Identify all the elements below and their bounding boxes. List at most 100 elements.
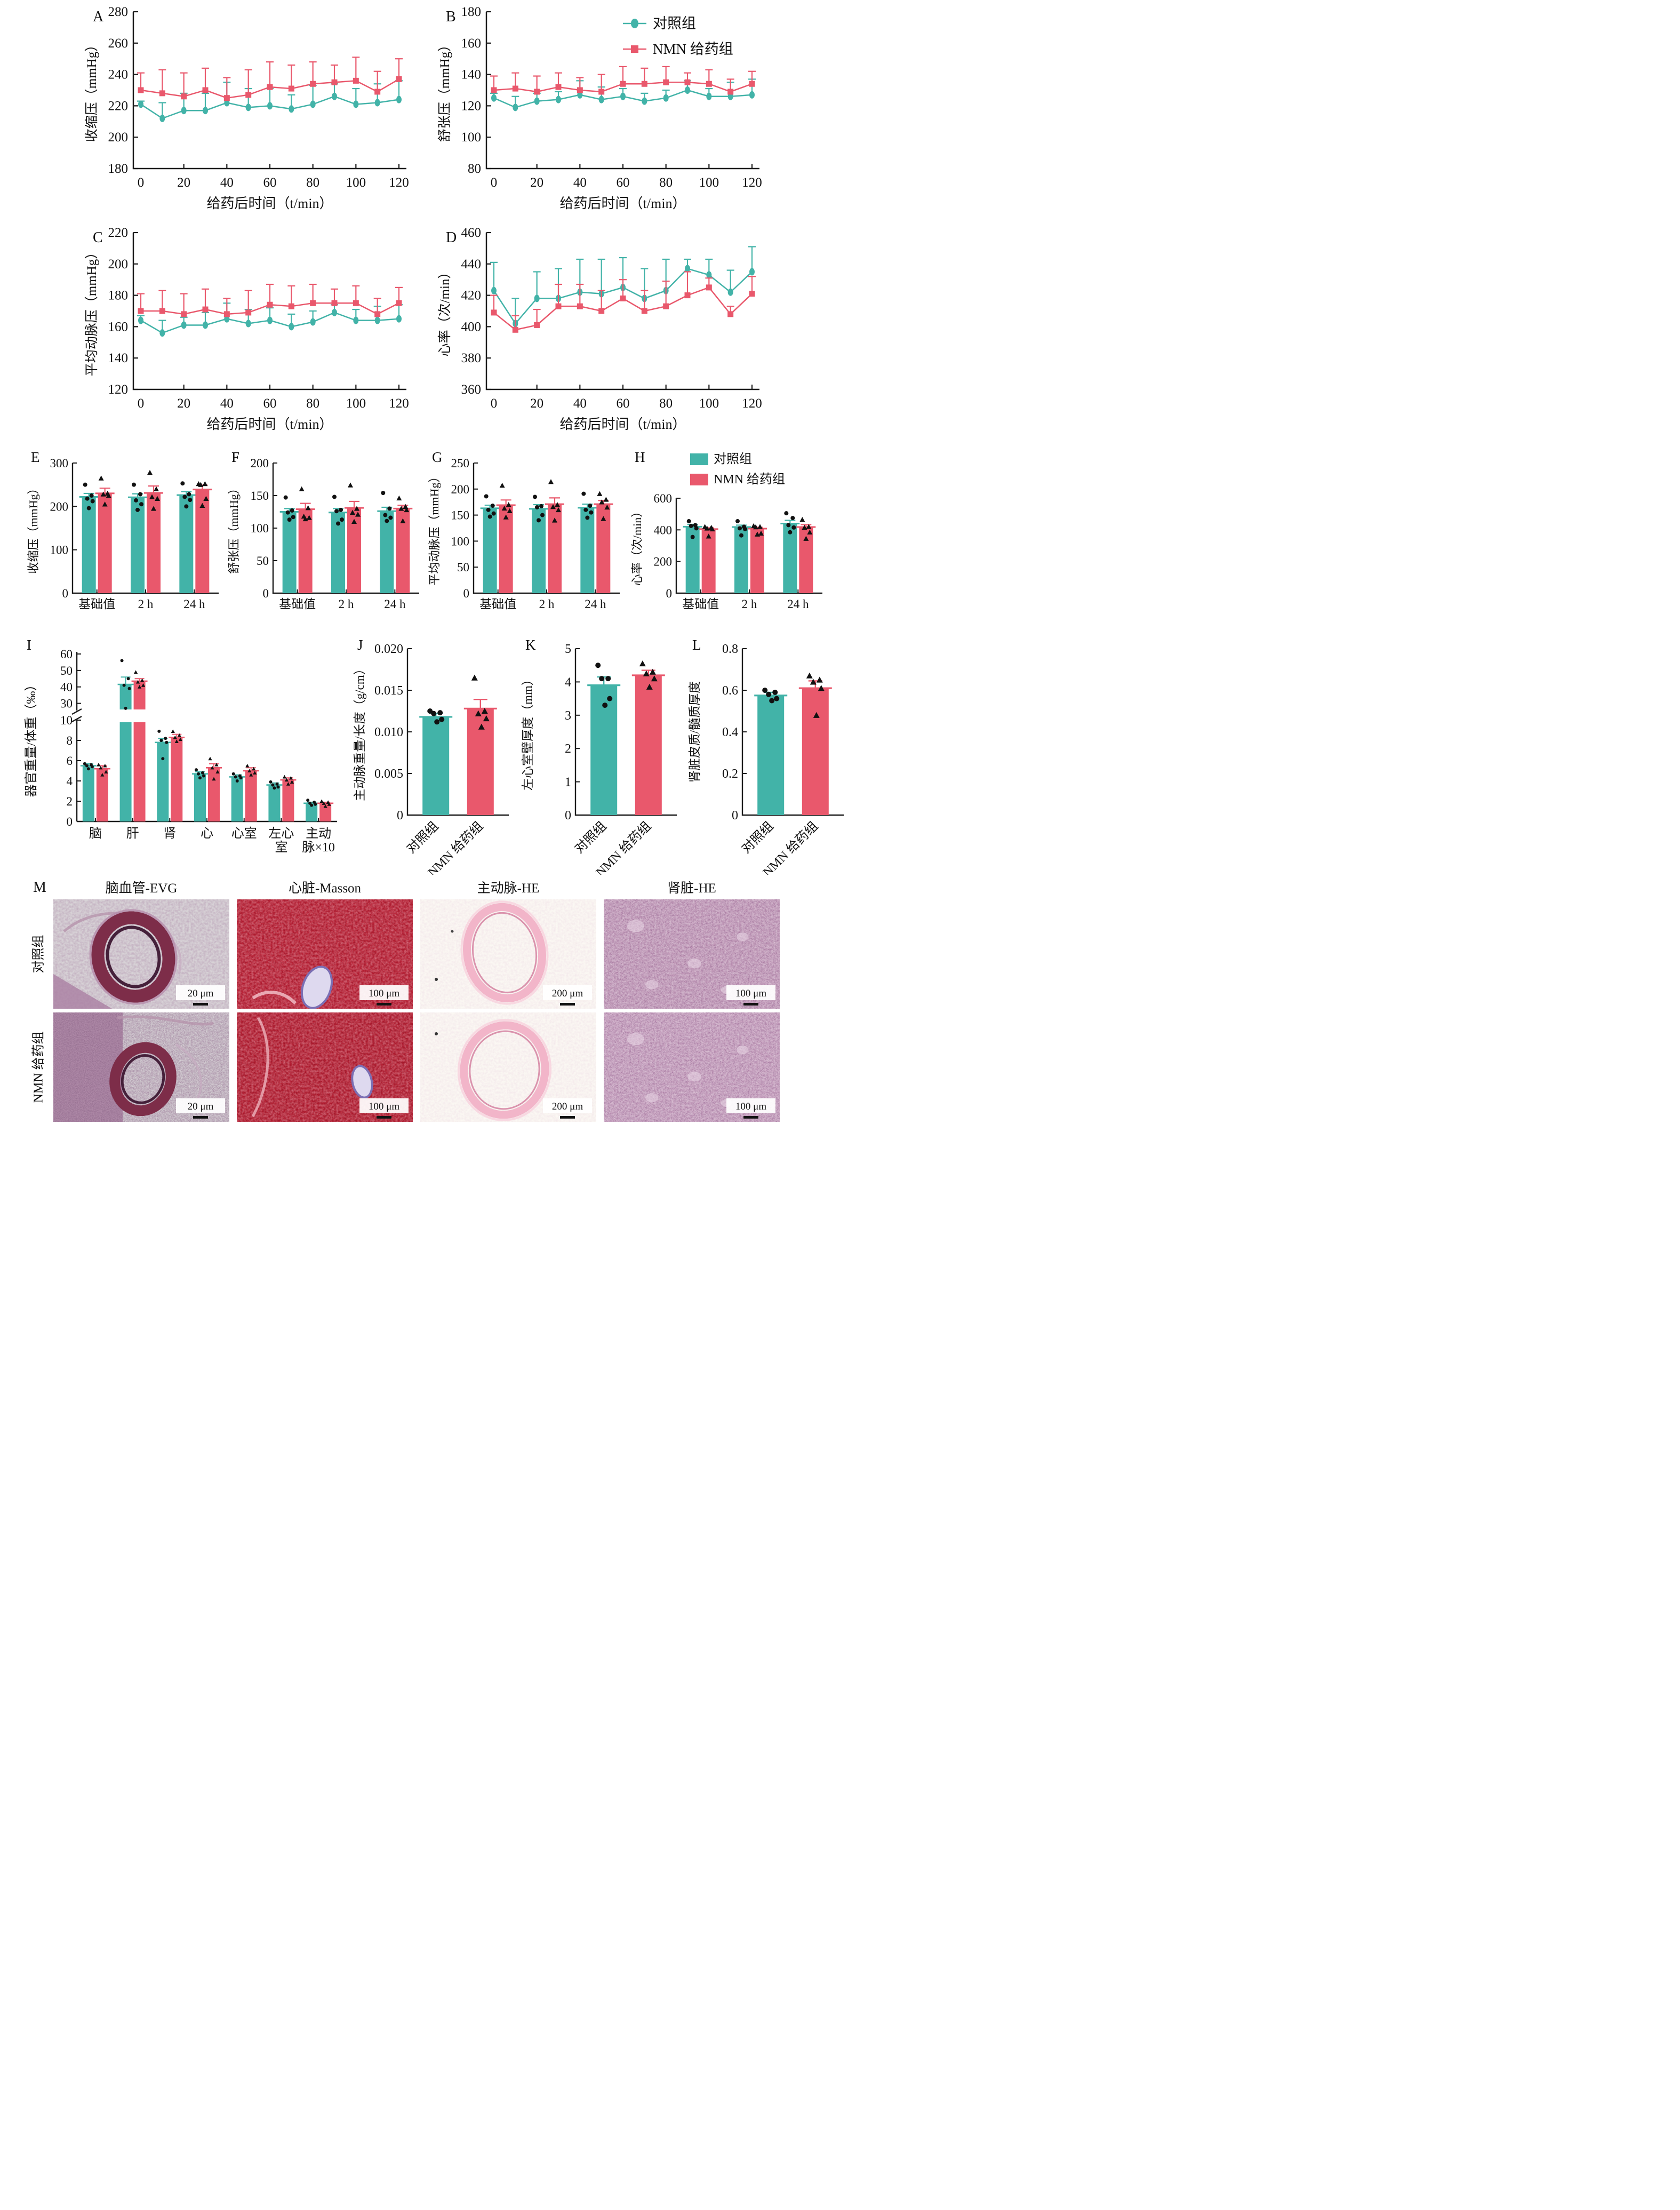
svg-text:收缩压（mmHg）: 收缩压（mmHg） <box>84 38 99 142</box>
svg-text:心率（次/min）: 心率（次/min） <box>630 506 644 586</box>
svg-text:2: 2 <box>565 742 571 756</box>
scale-bar: 20 μm <box>176 985 225 1006</box>
panel-b-diastolic-line-chart: 80 100 120 140 160 180 0 20 40 60 80 100 120 舒张压（mmHg… <box>433 2 769 216</box>
svg-text:0.8: 0.8 <box>722 642 738 656</box>
scale-bar: 200 μm <box>543 985 592 1006</box>
series-nmn <box>490 66 756 95</box>
histology-row-label-control: 对照组 <box>31 935 46 974</box>
series-nmn <box>699 517 816 593</box>
bar-chart-G: 0 50 100 150 200 250 平均动脉压（mmHg） G 基础值 2 h 24 h <box>428 449 620 611</box>
svg-text:100 μm: 100 μm <box>735 1101 766 1112</box>
svg-text:20: 20 <box>177 175 190 190</box>
svg-text:D: D <box>446 229 457 246</box>
svg-text:收缩压（mmHg）: 收缩压（mmHg） <box>27 482 40 573</box>
bar-chart-F: 0 50 100 150 200 舒张压（mmHg） F 基础值 2 h 24 h <box>227 449 419 611</box>
svg-text:2 h: 2 h <box>742 597 757 611</box>
single-bar-chart-J: 00.0050.0100.0150.020主动脉重量/长度（g/cm）J对照组N… <box>353 637 509 875</box>
histology-image-kidney-he-control: 100 μm <box>604 899 780 1009</box>
histology-column-header-heart-masson: 心脏-Masson <box>288 881 362 896</box>
svg-text:0: 0 <box>397 809 403 823</box>
svg-text:20 μm: 20 μm <box>188 988 214 999</box>
svg-text:对照组: 对照组 <box>653 15 696 31</box>
legend: 对照组 NMN 给药组 <box>690 452 785 486</box>
bar-control <box>587 663 621 815</box>
svg-text:140: 140 <box>108 351 129 365</box>
panel-h-heartrate-bar-chart: 0 200 400 600 心率（次/min） H 基础值 2 h 24 h 对照组 NMN 给药组 <box>629 447 826 626</box>
panel-g-map-bar-chart: 0 50 100 150 200 250 平均动脉压（mmHg） G 基础值 2 h 24 h <box>427 447 623 626</box>
series-nmn <box>496 479 613 593</box>
svg-text:0: 0 <box>732 809 738 823</box>
svg-text:280: 280 <box>108 5 129 19</box>
bar-chart-E: 0 100 200 300 收缩压（mmHg） E 基础值 2 h 24 h <box>27 449 219 611</box>
svg-text:0.015: 0.015 <box>374 684 403 698</box>
svg-text:180: 180 <box>461 5 482 19</box>
axes: 120 140 160 180 200 220 0 20 40 60 80 100 120 平均动脉压（m… <box>84 226 409 432</box>
series-control <box>80 659 320 821</box>
svg-text:对照组: 对照组 <box>572 819 609 856</box>
histology-image-brain-evg-nmn: 20 μm <box>53 1012 229 1122</box>
panel-j-aorta-weight-chart: 0 0.005 0.010 0.015 0.020 主动脉重量/长度（g/cm） J 对照组 N… <box>352 635 512 875</box>
svg-text:40: 40 <box>60 681 73 694</box>
svg-text:50: 50 <box>60 664 73 677</box>
line-chart-D: 360 380 400 420 440 460 0 20 40 60 80 100 120 心率（次/mi… <box>437 226 762 432</box>
svg-text:180: 180 <box>108 162 129 176</box>
svg-text:20 μm: 20 μm <box>188 1101 214 1112</box>
svg-text:200: 200 <box>654 555 673 569</box>
histology-row-label-nmn: NMN 给药组 <box>31 1031 46 1103</box>
axes: 0 200 400 600 心率（次/min） H 基础值 2 h 24 h <box>630 449 822 611</box>
svg-text:24 h: 24 h <box>787 597 809 611</box>
svg-text:60: 60 <box>617 175 630 190</box>
svg-text:8: 8 <box>67 734 73 747</box>
svg-text:24 h: 24 h <box>585 597 606 611</box>
svg-text:基础值: 基础值 <box>279 597 316 611</box>
panel-a-systolic-line-chart: 180 200 220 240 260 280 0 20 40 60 80 100 120 收缩压（mmH… <box>80 2 416 216</box>
svg-text:40: 40 <box>573 396 587 411</box>
svg-text:0.020: 0.020 <box>374 642 403 656</box>
svg-text:4: 4 <box>67 775 73 788</box>
bar-nmn <box>798 672 832 815</box>
svg-text:200 μm: 200 μm <box>552 988 583 999</box>
svg-text:0.005: 0.005 <box>374 767 403 781</box>
scale-bar: 100 μm <box>359 985 409 1006</box>
svg-text:0: 0 <box>62 587 69 600</box>
svg-text:左心室: 左心室 <box>268 826 294 855</box>
axes: 0 50 100 150 200 舒张压（mmHg） F 基础值 2 h 24 h <box>227 449 419 611</box>
svg-text:200: 200 <box>108 257 129 272</box>
svg-text:4: 4 <box>565 675 571 689</box>
svg-text:200: 200 <box>251 457 269 470</box>
broken-bar-chart-I: 0 2 4 6 8 10 30 40 50 60 器官重量/体重（‰） I 脑 肝 肾 心 心室 左心室主动脉×1… <box>24 637 337 855</box>
svg-text:0: 0 <box>67 815 73 828</box>
svg-text:260: 260 <box>108 36 129 51</box>
svg-text:160: 160 <box>461 36 482 51</box>
svg-text:60: 60 <box>60 648 73 661</box>
svg-text:0.4: 0.4 <box>722 725 738 739</box>
bar-chart-H: 0 200 400 600 心率（次/min） H 基础值 2 h 24 h 对照组 NMN 给药组 <box>630 449 822 611</box>
svg-text:I: I <box>27 637 31 653</box>
svg-text:120: 120 <box>742 396 762 411</box>
svg-text:主动脉重量/长度（g/cm）: 主动脉重量/长度（g/cm） <box>353 663 366 801</box>
svg-text:对照组: 对照组 <box>404 819 441 856</box>
svg-text:24 h: 24 h <box>183 597 205 611</box>
series-nmn <box>490 271 756 333</box>
svg-text:300: 300 <box>50 457 69 470</box>
svg-text:80: 80 <box>659 396 673 411</box>
svg-text:0: 0 <box>138 175 145 190</box>
panel-e-systolic-bar-chart: 0 100 200 300 收缩压（mmHg） E 基础值 2 h 24 h <box>26 447 222 626</box>
svg-text:2 h: 2 h <box>138 597 154 611</box>
panel-l-kidney-ratio-chart: 0 0.2 0.4 0.6 0.8 肾脏皮质/髓质厚度 L 对照组 NMN 给药组 <box>687 635 847 875</box>
series-control <box>137 302 403 337</box>
svg-text:0: 0 <box>491 396 498 411</box>
line-chart-C: 120 140 160 180 200 220 0 20 40 60 80 100 120 平均动脉压（m… <box>84 226 409 432</box>
svg-text:80: 80 <box>468 162 481 176</box>
histology-column-header-kidney-he: 肾脏-HE <box>667 881 716 896</box>
histology-image-aorta-he-control: 200 μm <box>420 899 596 1009</box>
svg-text:100: 100 <box>346 396 366 411</box>
bar-nmn <box>463 674 497 815</box>
svg-text:肾脏皮质/髓质厚度: 肾脏皮质/髓质厚度 <box>688 681 701 783</box>
svg-text:对照组: 对照组 <box>739 819 776 856</box>
svg-text:0.010: 0.010 <box>374 725 403 739</box>
panel-m-letter: M <box>33 879 46 896</box>
legend: 对照组 NMN 给药组 <box>623 15 733 57</box>
svg-text:60: 60 <box>617 396 630 411</box>
